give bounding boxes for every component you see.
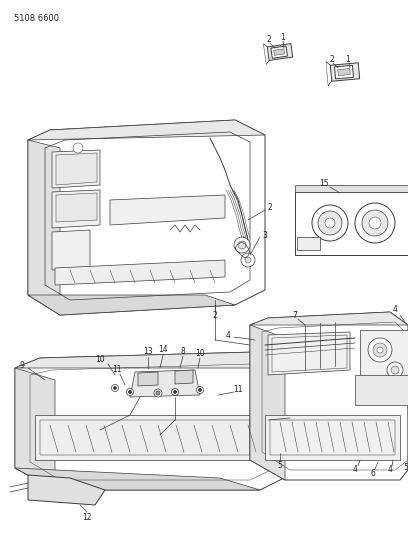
- Polygon shape: [330, 63, 359, 81]
- Circle shape: [199, 389, 202, 392]
- Circle shape: [171, 389, 179, 395]
- Circle shape: [173, 391, 177, 393]
- Text: 3: 3: [263, 230, 267, 239]
- Circle shape: [377, 347, 383, 353]
- Polygon shape: [274, 49, 284, 55]
- Circle shape: [241, 253, 255, 267]
- Circle shape: [362, 210, 388, 236]
- Circle shape: [113, 386, 117, 390]
- Circle shape: [129, 391, 131, 393]
- Circle shape: [245, 257, 251, 263]
- Text: 2: 2: [266, 36, 271, 44]
- Circle shape: [387, 362, 403, 378]
- Circle shape: [111, 384, 118, 392]
- Polygon shape: [175, 370, 193, 384]
- Polygon shape: [52, 150, 100, 188]
- Text: 7: 7: [293, 311, 297, 319]
- Polygon shape: [15, 468, 260, 490]
- Text: 8: 8: [181, 348, 185, 357]
- Polygon shape: [335, 66, 353, 79]
- Polygon shape: [250, 312, 408, 480]
- Polygon shape: [15, 368, 55, 490]
- Polygon shape: [268, 332, 350, 375]
- Circle shape: [391, 366, 399, 374]
- Text: 4: 4: [392, 305, 397, 314]
- Circle shape: [73, 143, 83, 153]
- Polygon shape: [338, 69, 350, 76]
- Polygon shape: [15, 352, 290, 368]
- Text: 9: 9: [20, 360, 24, 369]
- Circle shape: [126, 389, 133, 395]
- Text: 15: 15: [319, 179, 329, 188]
- Text: 11: 11: [233, 385, 243, 394]
- Text: 1: 1: [346, 55, 350, 64]
- Circle shape: [154, 389, 162, 397]
- Polygon shape: [28, 295, 235, 315]
- Polygon shape: [28, 140, 60, 315]
- Circle shape: [238, 241, 246, 249]
- Polygon shape: [355, 375, 408, 405]
- Polygon shape: [110, 195, 225, 225]
- Polygon shape: [28, 120, 265, 140]
- Text: 2: 2: [268, 204, 273, 213]
- Text: 4: 4: [388, 465, 392, 474]
- Polygon shape: [265, 415, 400, 460]
- Circle shape: [156, 391, 160, 395]
- Text: 12: 12: [82, 513, 92, 521]
- Text: 5: 5: [277, 461, 282, 470]
- Polygon shape: [297, 237, 320, 250]
- Circle shape: [369, 217, 381, 229]
- Text: 4: 4: [353, 465, 357, 474]
- Polygon shape: [40, 420, 250, 455]
- Polygon shape: [267, 44, 293, 60]
- Polygon shape: [28, 475, 105, 505]
- Polygon shape: [295, 192, 408, 255]
- Text: 5: 5: [404, 464, 408, 472]
- Polygon shape: [56, 193, 97, 222]
- Text: 11: 11: [112, 366, 122, 375]
- Circle shape: [355, 203, 395, 243]
- Circle shape: [325, 218, 335, 228]
- Polygon shape: [271, 46, 288, 58]
- Polygon shape: [138, 372, 158, 386]
- Polygon shape: [250, 325, 285, 480]
- Polygon shape: [15, 352, 290, 490]
- Circle shape: [197, 386, 204, 393]
- Polygon shape: [55, 260, 225, 285]
- Text: 5108 6600: 5108 6600: [14, 14, 59, 23]
- Text: 2: 2: [330, 55, 335, 64]
- Circle shape: [373, 343, 387, 357]
- Polygon shape: [130, 370, 200, 397]
- Text: 10: 10: [95, 356, 105, 365]
- Circle shape: [368, 338, 392, 362]
- Text: 4: 4: [226, 330, 231, 340]
- Text: 10: 10: [195, 350, 205, 359]
- Text: 13: 13: [143, 348, 153, 357]
- Polygon shape: [56, 153, 97, 185]
- Text: 6: 6: [370, 469, 375, 478]
- Circle shape: [234, 237, 250, 253]
- Polygon shape: [250, 312, 408, 325]
- Polygon shape: [52, 230, 90, 270]
- Text: 1: 1: [281, 34, 285, 43]
- Polygon shape: [295, 185, 408, 192]
- Polygon shape: [360, 330, 408, 390]
- Circle shape: [312, 205, 348, 241]
- Text: 2: 2: [213, 311, 217, 319]
- Polygon shape: [52, 190, 100, 228]
- Polygon shape: [28, 120, 265, 315]
- Text: 14: 14: [158, 345, 168, 354]
- Polygon shape: [35, 415, 255, 460]
- Circle shape: [318, 211, 342, 235]
